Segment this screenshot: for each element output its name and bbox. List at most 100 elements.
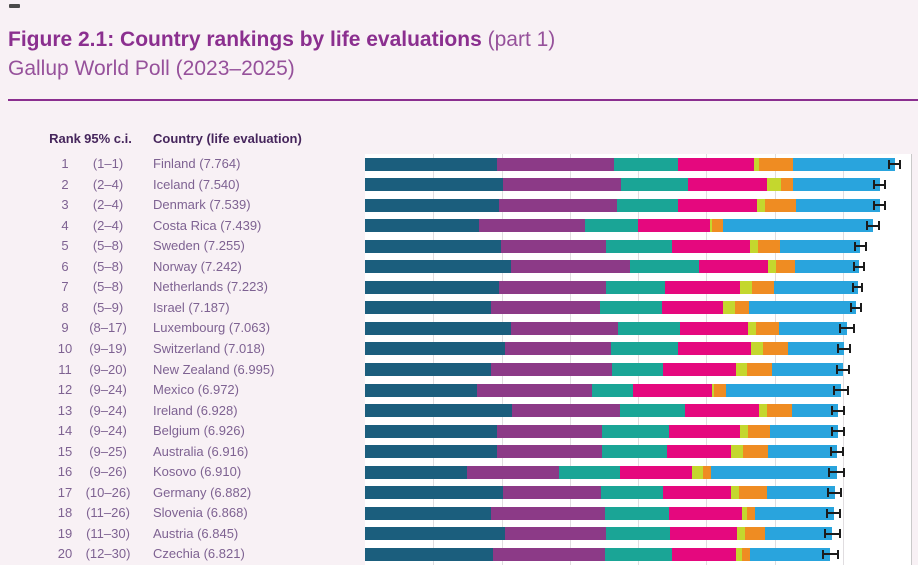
- bar-segment-magenta: [678, 198, 757, 212]
- country-cell: Mexico (6.972): [153, 382, 239, 398]
- bar-segment-magenta: [688, 178, 767, 192]
- table-row: 17 (10–26) Germany (6.882): [0, 484, 365, 500]
- bar-row: [365, 445, 838, 459]
- bar-row: [365, 157, 895, 171]
- bar-segment-yellow-green: [711, 383, 715, 397]
- rank-cell: 17: [57, 484, 73, 500]
- ci-cell: (9–24): [89, 402, 127, 418]
- bar-chart-plot-area: [365, 154, 912, 565]
- bar-segment-dark-teal: [365, 178, 503, 192]
- table-row: 15 (9–25) Australia (6.916): [0, 443, 365, 459]
- country-cell: Germany (6.882): [153, 484, 252, 500]
- bar-segment-magenta: [662, 363, 736, 376]
- rank-cell: 11: [58, 361, 72, 377]
- bar-segment-light-blue: [792, 157, 895, 171]
- error-bar: [865, 221, 880, 231]
- error-bar-line: [839, 347, 849, 350]
- ci-cell: (11–26): [86, 505, 130, 521]
- bar-segment-teal-green: [629, 260, 699, 274]
- gridline: [433, 154, 435, 565]
- bar-segment-teal-green: [616, 198, 679, 212]
- rank-cell: 9: [61, 320, 69, 336]
- table-row: 18 (11–26) Slovenia (6.868): [0, 506, 365, 520]
- bar-segment-orange: [743, 445, 769, 459]
- bar-segment-dark-teal: [365, 157, 497, 171]
- bar-segment-orange: [762, 342, 789, 356]
- bar-segment-teal-green: [605, 506, 670, 520]
- error-bar-line: [889, 163, 900, 165]
- bar-segment-magenta: [698, 260, 768, 274]
- figure-title: Figure 2.1: Country rankings by life eva…: [8, 28, 555, 52]
- bar-segment-purple: [502, 178, 621, 192]
- bar-segment-teal-green: [584, 219, 638, 233]
- bar-row: [365, 301, 856, 315]
- bar-segment-orange: [759, 157, 793, 171]
- error-bar-line: [833, 430, 843, 433]
- bar-row: [365, 178, 880, 192]
- country-cell: Ireland (6.928): [153, 402, 238, 418]
- country-cell: Kosovo (6.910): [153, 464, 242, 480]
- ci-cell: (9–24): [89, 382, 127, 398]
- bar-segment-teal-green: [601, 424, 670, 438]
- ci-cell: (9–25): [89, 443, 127, 459]
- bar-segment-magenta: [664, 280, 741, 294]
- table-row: 9 (8–17) Luxembourg (7.063): [0, 321, 365, 335]
- ci-cell: (5–9): [92, 299, 124, 315]
- table-row: 6 (5–8) Norway (7.242): [0, 259, 365, 274]
- bar-segment-magenta: [663, 486, 731, 500]
- rank-cell: 14: [57, 423, 73, 439]
- bar-segment-purple: [497, 424, 602, 438]
- error-bar-line: [854, 265, 864, 268]
- bar-segment-teal-green: [558, 465, 620, 479]
- bar-segment-yellow-green: [736, 547, 742, 561]
- rank-cell: 2: [61, 176, 69, 192]
- error-bar-line: [875, 183, 884, 186]
- bar-segment-light-blue: [749, 301, 856, 315]
- bar-segment-magenta: [680, 321, 748, 335]
- bar-segment-orange: [764, 198, 796, 212]
- gridline: [706, 154, 708, 565]
- bar-row: [365, 506, 834, 520]
- bar-segment-orange: [745, 527, 765, 541]
- bar-segment-purple: [499, 198, 617, 212]
- bar-segment-light-blue: [792, 178, 880, 192]
- country-cell: Luxembourg (7.063): [153, 320, 271, 336]
- bar-segment-yellow-green: [723, 301, 735, 315]
- bar-segment-orange: [751, 280, 775, 294]
- bar-segment-purple: [490, 506, 606, 520]
- bar-segment-light-blue: [788, 342, 845, 356]
- bar-segment-orange: [747, 506, 756, 520]
- bar-segment-teal-green: [605, 280, 665, 294]
- bar-segment-light-blue: [774, 280, 858, 294]
- gridline: [774, 154, 776, 565]
- bar-segment-dark-teal: [365, 260, 512, 274]
- bar-row: [365, 321, 847, 335]
- bar-segment-dark-teal: [365, 280, 500, 294]
- bar-segment-orange: [702, 465, 711, 479]
- error-bar: [826, 508, 842, 518]
- error-bar-line: [851, 306, 860, 309]
- bar-segment-teal-green: [605, 239, 673, 253]
- error-bar: [849, 303, 862, 313]
- error-bar-line: [867, 224, 878, 227]
- bar-row: [365, 280, 858, 294]
- bar-segment-dark-teal: [365, 219, 479, 233]
- ci-cell: (11–30): [86, 525, 130, 541]
- bar-segment-dark-teal: [365, 424, 498, 438]
- ci-cell: (10–26): [85, 484, 131, 500]
- error-bar-line: [832, 450, 843, 453]
- bar-segment-purple: [491, 363, 613, 376]
- bar-segment-magenta: [669, 424, 740, 438]
- column-header-ci: 95% c.i.: [84, 131, 132, 146]
- bar-segment-dark-teal: [365, 301, 492, 315]
- column-header-country: Country (life evaluation): [153, 131, 302, 146]
- bar-segment-orange: [734, 301, 750, 315]
- bar-segment-purple: [496, 157, 615, 171]
- rank-cell: 5: [61, 238, 69, 254]
- bar-segment-teal-green: [618, 321, 681, 335]
- bar-segment-light-blue: [772, 363, 843, 376]
- bar-segment-light-blue: [766, 486, 835, 500]
- error-bar: [831, 406, 845, 416]
- bar-row: [365, 465, 837, 479]
- bar-segment-magenta: [661, 301, 724, 315]
